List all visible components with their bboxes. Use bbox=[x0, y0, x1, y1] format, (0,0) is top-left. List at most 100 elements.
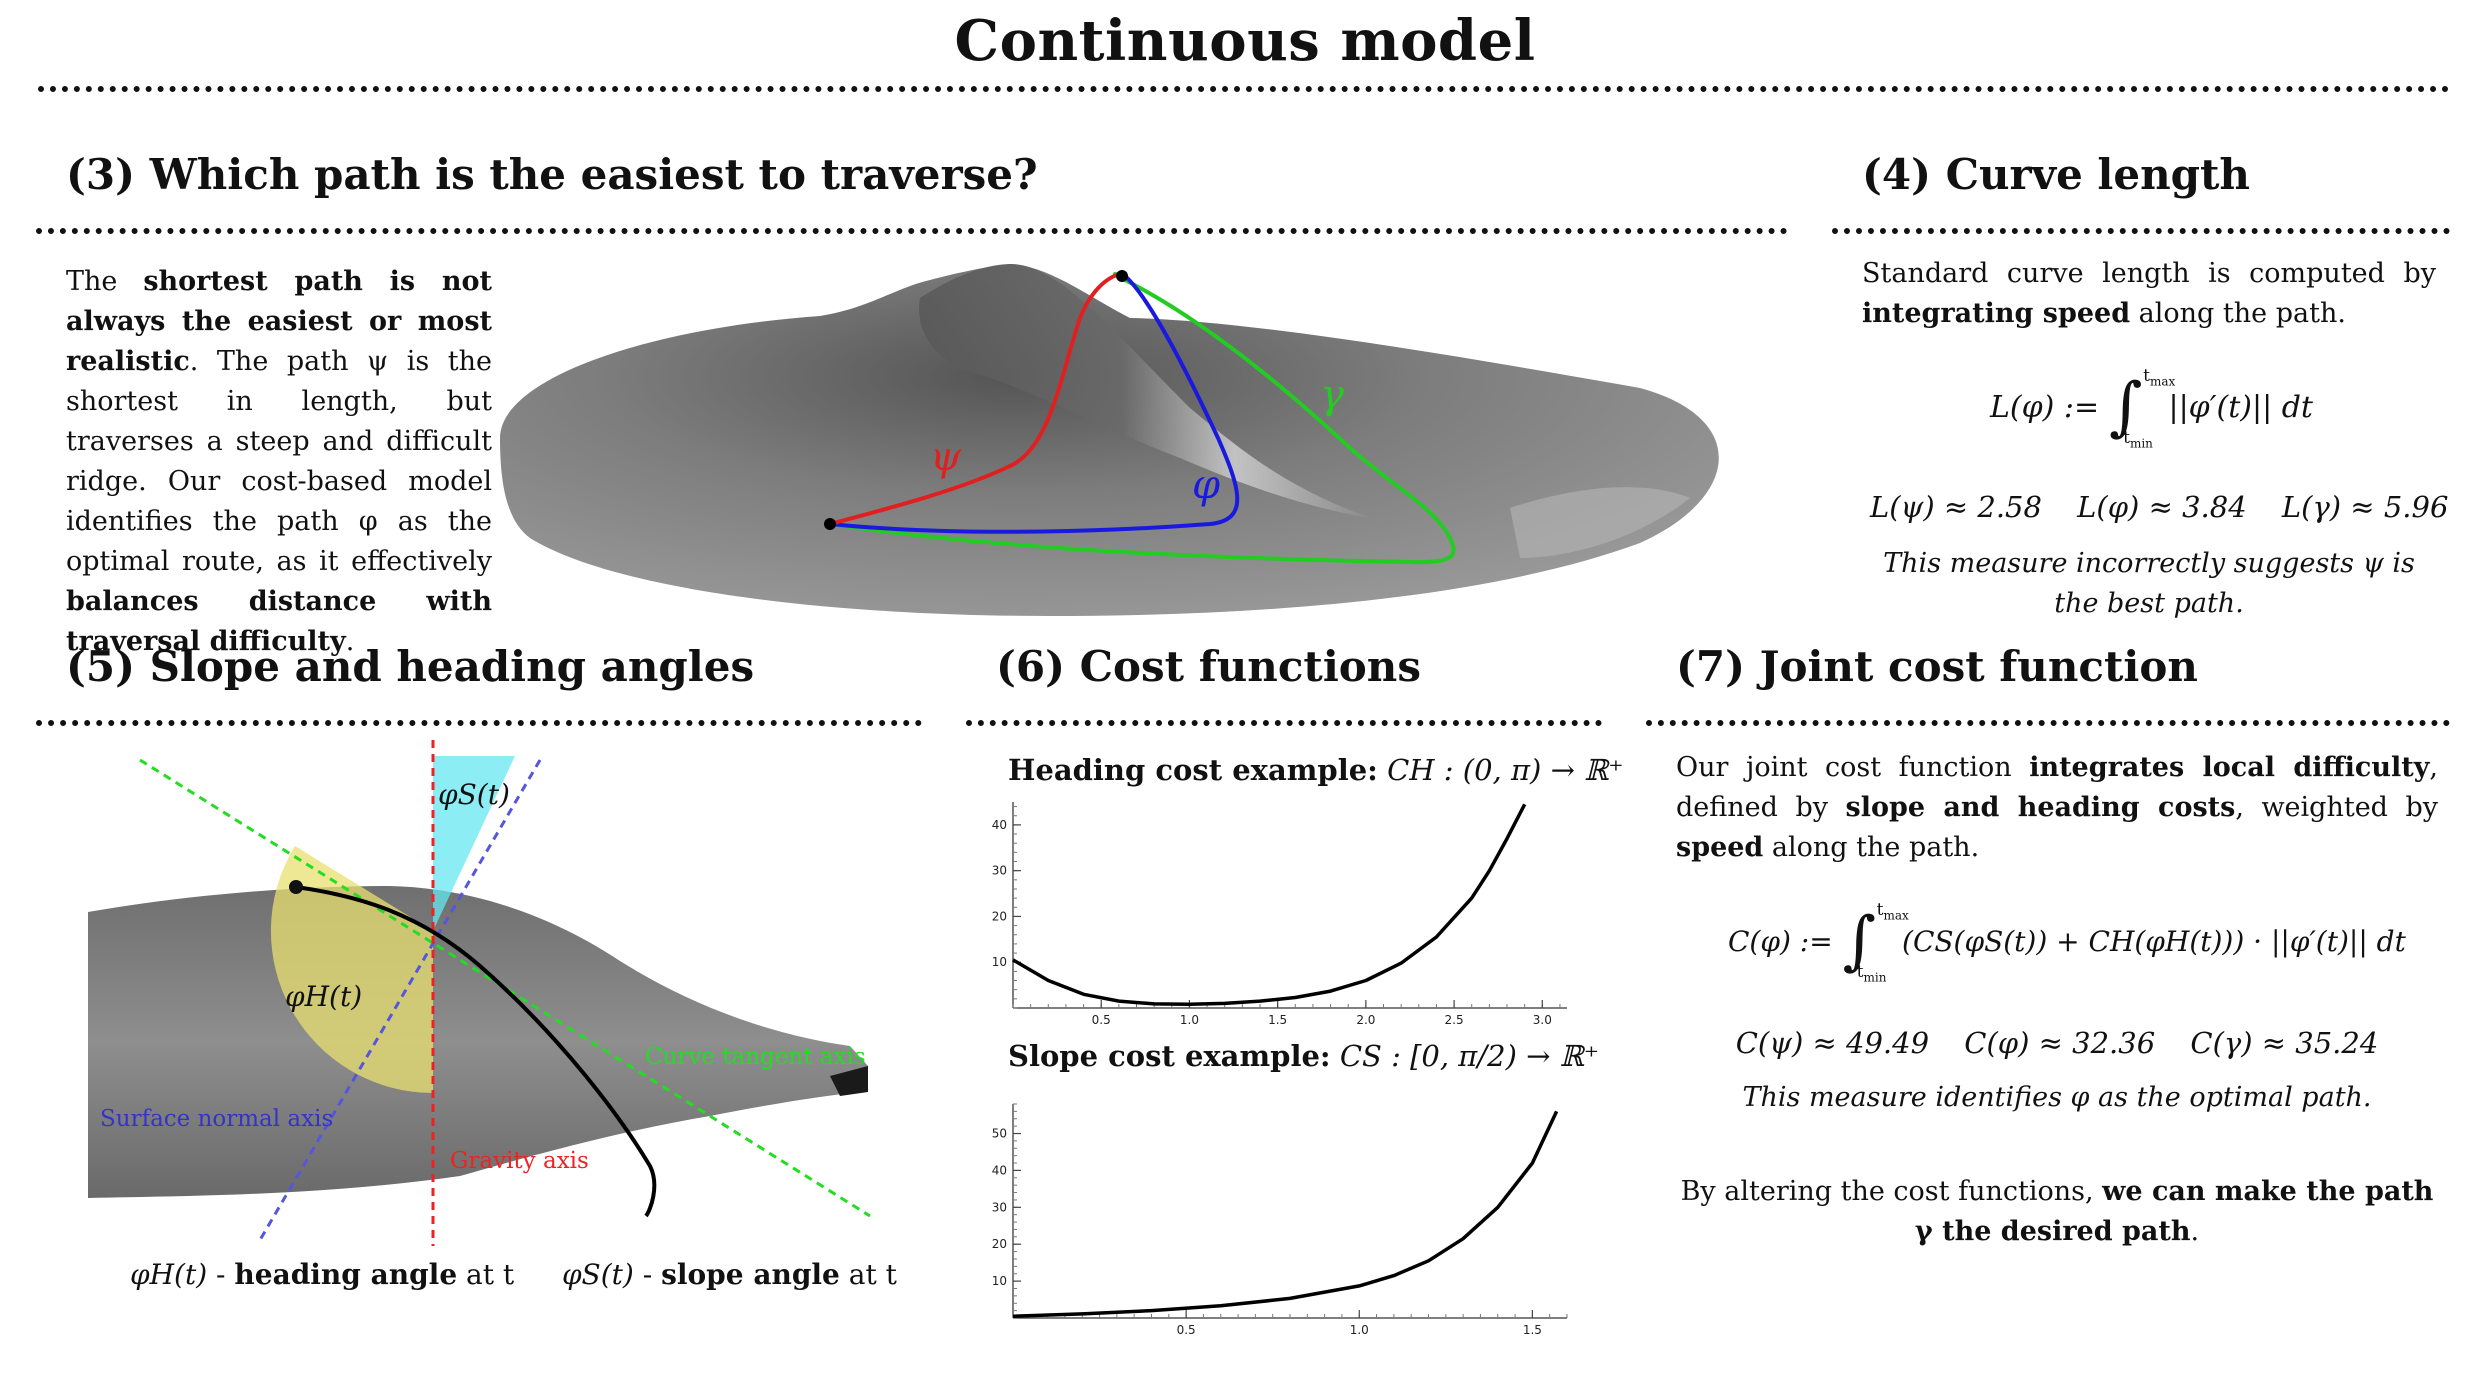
x-tick-label: 1.5 bbox=[1523, 1323, 1542, 1337]
caption-slope-bold: slope angle bbox=[661, 1258, 840, 1291]
formula-lhs: L(φ) := bbox=[1990, 389, 2100, 425]
end-point bbox=[1116, 270, 1128, 282]
formula-lhs: C(φ) := bbox=[1728, 924, 1833, 958]
label-gravity-axis: Gravity axis bbox=[450, 1148, 589, 1174]
section-4-heading: (4) Curve length bbox=[1862, 150, 2250, 199]
integral-symbol: ∫ tmax tmin bbox=[1842, 900, 1909, 984]
angles-figure: φS(t) φH(t) Curve tangent axis Surface n… bbox=[88, 740, 871, 1246]
text-bold: balances distance with traversal difficu… bbox=[66, 586, 492, 657]
text-bold: speed bbox=[1676, 832, 1764, 863]
section-4-divider bbox=[1832, 228, 2450, 234]
terrain-right-fold bbox=[1510, 487, 1690, 558]
terrain-ridge bbox=[919, 264, 1370, 518]
y-tick-label: 40 bbox=[992, 1163, 1007, 1177]
caption-slope-rest: at t bbox=[839, 1258, 897, 1291]
joint-cost-values: C(ψ) ≈ 49.49 C(φ) ≈ 32.36 C(γ) ≈ 35.24 bbox=[1676, 1026, 2438, 1060]
caption-heading-bold: heading angle bbox=[234, 1258, 458, 1291]
text-bold: shortest path is not always the easiest … bbox=[66, 266, 492, 377]
heading-cost-bold: Heading cost example: bbox=[1008, 753, 1378, 787]
caption-slope-dash: - bbox=[633, 1258, 662, 1291]
text-run: Our joint cost function bbox=[1676, 752, 2030, 783]
heading-cost-math: CH : (0, π) → ℝ⁺ bbox=[1387, 753, 1624, 787]
value-phi: L(φ) ≈ 3.84 bbox=[2077, 490, 2247, 524]
x-tick-label: 3.0 bbox=[1533, 1013, 1552, 1027]
curve-length-note: This measure incorrectly suggests ψ is t… bbox=[1883, 548, 2415, 619]
text-bold: integrates local difficulty bbox=[2029, 752, 2430, 783]
label-gamma: γ bbox=[1320, 372, 1344, 418]
label-tangent-axis: Curve tangent axis bbox=[645, 1044, 866, 1070]
caption-heading-rest: at t bbox=[457, 1258, 515, 1291]
series-line bbox=[1012, 803, 1527, 1007]
int-upper: t bbox=[2143, 366, 2150, 386]
section-6-divider bbox=[966, 720, 1602, 726]
y-tick-label: 30 bbox=[992, 1200, 1007, 1214]
label-phi: φ bbox=[1192, 462, 1220, 508]
text-run: . The path ψ is the shortest in length, … bbox=[66, 346, 492, 577]
start-point bbox=[824, 518, 836, 530]
value-phi: C(φ) ≈ 32.36 bbox=[1964, 1026, 2156, 1060]
y-tick-label: 20 bbox=[992, 1237, 1007, 1251]
text-run: . bbox=[2190, 1216, 2200, 1247]
joint-cost-conclusion: By altering the cost functions, we can m… bbox=[1676, 1172, 2438, 1252]
text-run: along the path. bbox=[1763, 832, 1980, 863]
int-lower-sub: min bbox=[2129, 436, 2153, 450]
path-psi-line bbox=[829, 272, 1121, 526]
x-tick-label: 2.0 bbox=[1356, 1013, 1375, 1027]
slope-cost-bold: Slope cost example: bbox=[1008, 1039, 1331, 1073]
value-psi: C(ψ) ≈ 49.49 bbox=[1735, 1026, 1930, 1060]
caption-heading-symbol: φH(t) bbox=[130, 1258, 208, 1291]
curve-length-formula: L(φ) := ∫ tmax tmin ||φ′(t)|| dt bbox=[1990, 362, 2313, 452]
joint-cost-note: This measure identifies φ as the optimal… bbox=[1742, 1082, 2372, 1113]
y-tick-label: 20 bbox=[992, 909, 1007, 923]
heading-angle-wedge bbox=[270, 846, 433, 1093]
x-tick-label: 2.5 bbox=[1445, 1013, 1464, 1027]
int-lower: t bbox=[2123, 427, 2130, 448]
path-on-hill bbox=[295, 885, 657, 1218]
integral-symbol: ∫ tmax tmin bbox=[2109, 366, 2176, 450]
x-tick-label: 1.5 bbox=[1268, 1013, 1287, 1027]
y-tick-label: 10 bbox=[992, 1274, 1007, 1288]
section-3-text: The shortest path is not always the easi… bbox=[66, 262, 492, 662]
caption-heading-dash: - bbox=[207, 1258, 235, 1291]
value-gamma: C(γ) ≈ 35.24 bbox=[2190, 1026, 2379, 1060]
y-tick-label: 30 bbox=[992, 864, 1007, 878]
section-3-heading: (3) Which path is the easiest to travers… bbox=[66, 150, 1038, 199]
x-tick-label: 0.5 bbox=[1177, 1323, 1196, 1337]
x-tick-label: 0.5 bbox=[1092, 1013, 1111, 1027]
text-run: along the path. bbox=[2130, 298, 2346, 329]
section-7-divider bbox=[1646, 720, 2450, 726]
text-bold: integrating speed bbox=[1862, 298, 2131, 329]
formula-integrand: ||φ′(t)|| dt bbox=[2168, 389, 2313, 425]
path-phi-line bbox=[829, 274, 1240, 534]
label-slope-angle: φS(t) bbox=[438, 778, 510, 811]
int-upper: t bbox=[1876, 900, 1884, 920]
page-title: Continuous model bbox=[954, 8, 1536, 74]
title-divider bbox=[38, 86, 2450, 92]
formula-integrand: (CS(φS(t)) + CH(φH(t))) · ||φ′(t)|| dt bbox=[1902, 924, 2406, 958]
value-gamma: L(γ) ≈ 5.96 bbox=[2281, 490, 2449, 524]
heading-cost-title: Heading cost example: CH : (0, π) → ℝ⁺ bbox=[1008, 750, 1624, 790]
x-tick-label: 1.0 bbox=[1350, 1323, 1369, 1337]
series-line bbox=[1012, 1110, 1559, 1318]
slope-cost-title: Slope cost example: CS : [0, π/2) → ℝ⁺ bbox=[1008, 1036, 1599, 1076]
value-psi: L(ψ) ≈ 2.58 bbox=[1870, 490, 2042, 524]
curve-tangent-axis bbox=[139, 758, 871, 1218]
int-upper-sub: max bbox=[2149, 374, 2176, 389]
section-4-text: Standard curve length is computed by int… bbox=[1862, 254, 2436, 334]
text-bold: slope and heading costs bbox=[1845, 792, 2236, 823]
slope-cost-chart: 0.5 1.0 1.5 10 20 30 40 50 bbox=[992, 1103, 1568, 1337]
angles-caption: φH(t) - heading angle at t φS(t) - slope… bbox=[130, 1255, 897, 1295]
surface-normal-axis bbox=[258, 759, 542, 1241]
text-bold: we can make the path γ the desired path bbox=[1914, 1176, 2434, 1247]
section-3-divider bbox=[36, 228, 1788, 234]
section-6-heading: (6) Cost functions bbox=[996, 642, 1421, 691]
section-7-heading: (7) Joint cost function bbox=[1676, 642, 2198, 691]
caption-slope-symbol: φS(t) bbox=[561, 1258, 634, 1291]
x-tick-label: 1.0 bbox=[1180, 1013, 1199, 1027]
text-run: Standard curve length is computed by bbox=[1862, 258, 2436, 289]
y-tick-label: 40 bbox=[992, 818, 1007, 832]
path-start-point bbox=[289, 880, 303, 894]
hill-right-tab bbox=[830, 1066, 868, 1096]
y-tick-label: 50 bbox=[992, 1127, 1007, 1141]
terrain-figure: ψ φ γ bbox=[500, 264, 1719, 616]
